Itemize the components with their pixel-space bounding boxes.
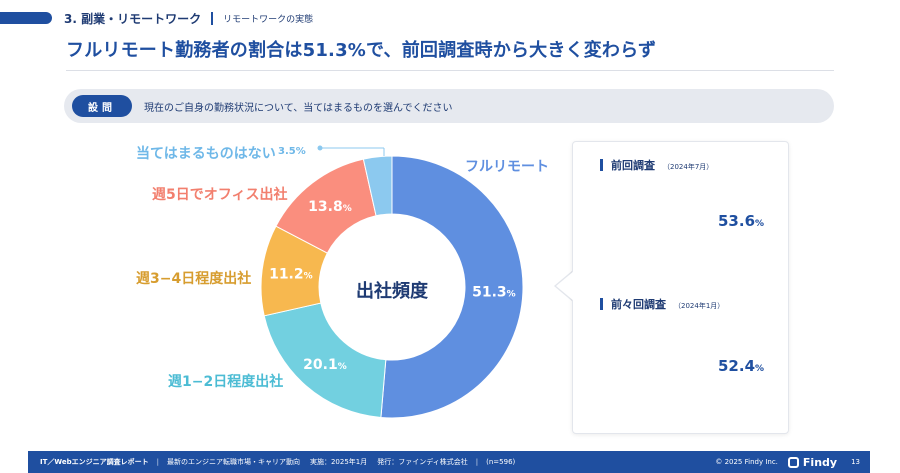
- previous-survey-number: 53.6: [718, 212, 756, 230]
- previous-survey-value: 53.6%: [718, 212, 764, 230]
- footer-separator: |: [475, 458, 479, 466]
- question-badge: 設問: [72, 95, 132, 117]
- donut-value-label-0: 51.3%: [472, 284, 516, 300]
- donut-center-title: 出社頻度: [356, 280, 429, 302]
- donut-value-label-3: 13.8%: [308, 199, 352, 215]
- findy-brand-name: Findy: [802, 455, 838, 469]
- footer-report: IT／Webエンジニア調査レポート: [40, 458, 149, 466]
- prior-survey-title: 前々回調査 （2024年1月）: [600, 296, 724, 312]
- title-divider: [66, 70, 834, 71]
- donut-value-label-1: 20.1%: [303, 357, 347, 373]
- footer-separator: |: [156, 458, 159, 466]
- page-title: フルリモート勤務者の割合は51.3%で、前回調査時から大きく変わらず: [66, 40, 657, 61]
- prior-survey-label: 前々回調査: [611, 298, 666, 311]
- label-1-2-days: 週1−2日程度出社: [168, 374, 284, 390]
- title-bar-icon: [600, 159, 603, 171]
- previous-survey-title: 前回調査 （2024年7月）: [600, 157, 713, 173]
- value-none: 3.5%: [278, 146, 306, 157]
- prior-survey-value: 52.4%: [718, 357, 764, 375]
- label-none: 当てはまるものはない: [136, 146, 276, 162]
- prior-survey-unit: %: [755, 364, 765, 374]
- header-separator: [211, 11, 214, 25]
- label-3-4-days: 週3−4日程度出社: [136, 271, 252, 287]
- findy-logo-icon: [787, 456, 799, 468]
- previous-survey-date: （2024年7月）: [663, 163, 714, 171]
- findy-logo: Findy: [787, 455, 838, 469]
- previous-survey-unit: %: [755, 219, 765, 229]
- section-tag: [0, 12, 52, 24]
- donut-slice-1: [263, 302, 387, 419]
- subsection-title: リモートワークの実態: [223, 14, 314, 25]
- question-text: 現在のご自身の勤務状況について、当てはまるものを選んでください: [144, 102, 453, 114]
- section-header: 3. 副業・リモートワーク リモートワークの実態: [0, 6, 900, 30]
- footer-copyright: © 2025 Findy Inc.: [715, 458, 778, 466]
- main-donut-value-labels: 51.3% 20.1% 11.2% 13.8%: [269, 199, 516, 373]
- main-donut-slices: [260, 155, 524, 419]
- footer-bar: IT／Webエンジニア調査レポート | 最新のエンジニア転職市場・キャリア動向 …: [28, 451, 870, 473]
- panel-pointer: [556, 271, 574, 301]
- comparison-panel: [572, 141, 789, 434]
- footer-sample: (n=596): [486, 458, 516, 466]
- donut-slice-0: [380, 155, 524, 419]
- footer-topic: 最新のエンジニア転職市場・キャリア動向: [166, 458, 300, 466]
- previous-survey-label: 前回調査: [611, 159, 655, 172]
- page-number: 13: [851, 458, 860, 466]
- question-bar: 設問 現在のご自身の勤務状況について、当てはまるものを選んでください: [64, 89, 834, 123]
- title-bar-icon: [600, 298, 603, 310]
- prior-survey-number: 52.4: [718, 357, 756, 375]
- footer-right: © 2025 Findy Inc. Findy 13: [715, 456, 870, 469]
- section-title: 3. 副業・リモートワーク: [64, 11, 202, 26]
- leader-dot: [317, 145, 323, 151]
- prior-survey-date: （2024年1月）: [674, 302, 725, 310]
- footer-period: 実施：2025年1月: [309, 458, 368, 466]
- label-5-days: 週5日でオフィス出社: [152, 187, 288, 203]
- donut-value-label-2: 11.2%: [269, 267, 313, 283]
- label-full-remote: フルリモート: [465, 159, 549, 175]
- footer-publisher: 発行：ファインディ株式会社: [377, 458, 468, 466]
- donut-slice-4: [362, 155, 393, 217]
